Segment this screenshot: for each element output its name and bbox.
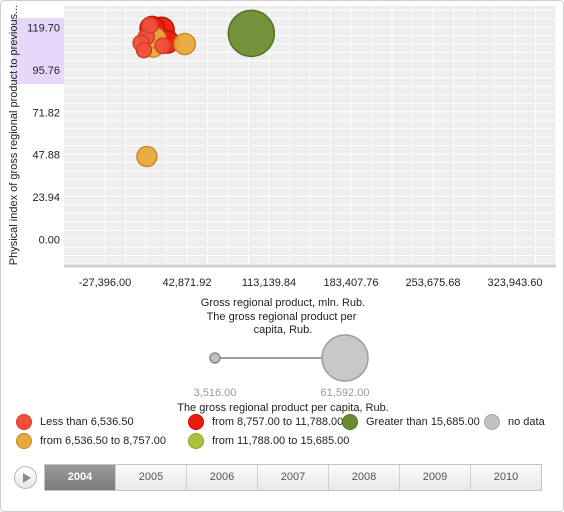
legend-item[interactable]: Less than 6,536.50 — [16, 414, 134, 430]
bubble[interactable] — [136, 145, 158, 168]
legend-item[interactable]: no data — [484, 414, 545, 430]
y-tick-label: 47.88 — [32, 150, 60, 162]
size-legend: 3,516.00 61,592.00 — [194, 334, 370, 399]
y-tick-labels: 0.00 23.94 47.88 71.82 95.76 119.70 — [27, 23, 60, 247]
legend-label: from 6,536.50 to 8,757.00 — [40, 435, 166, 447]
timeline-year-2007[interactable]: 2007 — [258, 465, 329, 490]
legend-swatch — [16, 414, 32, 430]
timeline: 2004 2005 2006 2007 2008 2009 2010 — [12, 464, 542, 491]
size-legend-title: The gross regional product per capita, R… — [177, 402, 389, 414]
legend-swatch — [342, 414, 358, 430]
y-axis-title: Physical index of gross regional product… — [8, 5, 20, 265]
legend-label: Less than 6,536.50 — [40, 416, 134, 428]
size-legend-max-label: 61,592.00 — [321, 387, 370, 399]
y-axis-highlight-band — [12, 18, 64, 85]
bubble[interactable] — [227, 9, 276, 58]
bubble[interactable] — [173, 32, 197, 56]
x-tick-label: 183,407.76 — [323, 277, 378, 289]
legend-item[interactable]: from 8,757.00 to 11,788.00 — [188, 414, 343, 430]
bubble[interactable] — [154, 37, 172, 55]
y-tick-label: 71.82 — [32, 107, 60, 119]
x-tick-labels: -27,396.00 42,871.92 113,139.84 183,407.76 2… — [79, 277, 543, 289]
timeline-year-2010[interactable]: 2010 — [493, 471, 519, 483]
timeline-year-2004[interactable]: 2004 — [45, 465, 116, 490]
legend-item[interactable]: from 6,536.50 to 8,757.00 — [16, 433, 166, 449]
legend-label: from 8,757.00 to 11,788.00 — [212, 416, 344, 428]
legend-swatch — [188, 414, 204, 430]
size-legend-min-label: 3,516.00 — [194, 387, 237, 399]
legend-item[interactable]: Greater than 15,685.00 — [342, 414, 480, 430]
legend-label: Greater than 15,685.00 — [366, 416, 480, 428]
y-tick-label: 119.70 — [27, 23, 60, 35]
x-tick-label: 113,139.84 — [242, 277, 296, 289]
size-legend-max-bubble — [321, 334, 369, 382]
legend-swatch — [484, 414, 500, 430]
timeline-year-2009[interactable]: 2009 — [400, 465, 471, 490]
legend-label: from 11,788.00 to 15,685.00 — [212, 435, 350, 447]
legend-swatch — [188, 433, 204, 449]
timeline-year-2008[interactable]: 2008 — [329, 465, 400, 490]
legend-swatch — [16, 433, 32, 449]
x-tick-label: 42,871.92 — [163, 277, 212, 289]
bubble[interactable] — [135, 41, 153, 59]
bubbles — [132, 9, 276, 168]
y-tick-label: 23.94 — [32, 192, 60, 204]
y-tick-label: 0.00 — [39, 234, 60, 246]
legend-item[interactable]: from 11,788.00 to 15,685.00 — [188, 433, 349, 449]
size-axis-title: The gross regional product per capita, R… — [207, 311, 360, 336]
x-tick-label: 253,675.68 — [405, 277, 460, 289]
y-tick-label: 95.76 — [32, 65, 60, 77]
x-tick-label: -27,396.00 — [79, 277, 132, 289]
timeline-year-2005[interactable]: 2005 — [116, 465, 187, 490]
x-tick-label: 323,943.60 — [487, 277, 542, 289]
x-axis-title: Gross regional product, mln. Rub. — [201, 297, 365, 309]
play-button[interactable] — [14, 466, 37, 489]
size-legend-min-bubble — [209, 352, 221, 364]
legend-label: no data — [508, 416, 545, 428]
timeline-year-2006[interactable]: 2006 — [187, 465, 258, 490]
bubble[interactable] — [141, 16, 159, 35]
timeline-track: 2004 2005 2006 2007 2008 2009 2010 — [44, 464, 542, 491]
